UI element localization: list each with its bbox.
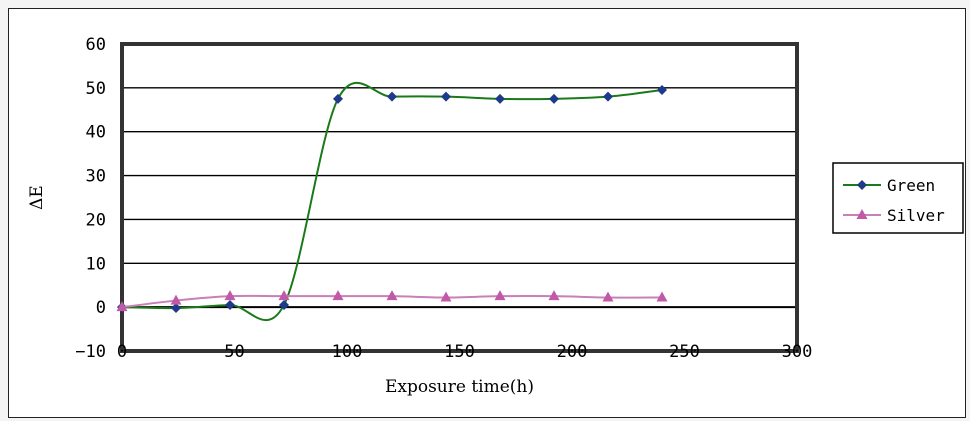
data-point-green [549,93,559,104]
legend-label-green: Green [887,176,935,195]
y-tick-label: 30 [86,167,106,187]
data-point-green [495,93,505,104]
data-point-silver [440,291,452,302]
plot-area [120,42,799,353]
x-axis-label: Exposure time(h) [385,377,534,397]
y-tick-label: 0 [96,298,106,318]
data-point-silver [224,290,236,301]
data-point-green [387,91,397,102]
legend-marker-green [857,180,867,190]
data-point-green [657,85,667,96]
y-tick-label: 40 [86,123,106,143]
y-axis: −10 0 10 20 30 40 50 60 [75,35,106,362]
y-tick-label: 60 [86,35,106,55]
data-point-silver [602,291,614,302]
x-tick-label: 100 [332,342,363,362]
legend-label-silver: Silver [887,206,945,225]
data-point-silver [656,291,668,302]
y-tick-label: 20 [86,210,106,230]
legend-marker-silver [856,209,868,219]
x-tick-label: 0 [117,342,127,362]
data-point-silver [494,290,506,301]
data-point-green [603,91,613,102]
data-point-green [333,93,343,104]
data-point-green [441,91,451,102]
legend-box [832,162,964,234]
data-point-silver [170,294,182,305]
x-axis: 0 50 100 150 200 250 300 [117,342,812,362]
data-point-silver [386,290,398,301]
data-point-green [279,299,289,310]
y-tick-label: 50 [86,79,106,99]
x-tick-label: 250 [669,342,700,362]
y-tick-label: 10 [86,254,106,274]
legend: Green Silver [832,162,964,234]
x-tick-label: 50 [224,342,244,362]
y-tick-label: −10 [75,342,106,362]
data-point-green [171,303,181,314]
data-point-silver [332,290,344,301]
series-layer [116,82,668,322]
data-point-silver [278,290,290,301]
data-point-silver [548,290,560,301]
x-tick-label: 200 [557,342,588,362]
data-point-green [225,299,235,310]
y-axis-label: ΔE [27,185,47,210]
data-point-silver [116,301,128,312]
series-line-green [121,82,663,322]
x-tick-label: 300 [782,342,813,362]
x-tick-label: 150 [444,342,475,362]
